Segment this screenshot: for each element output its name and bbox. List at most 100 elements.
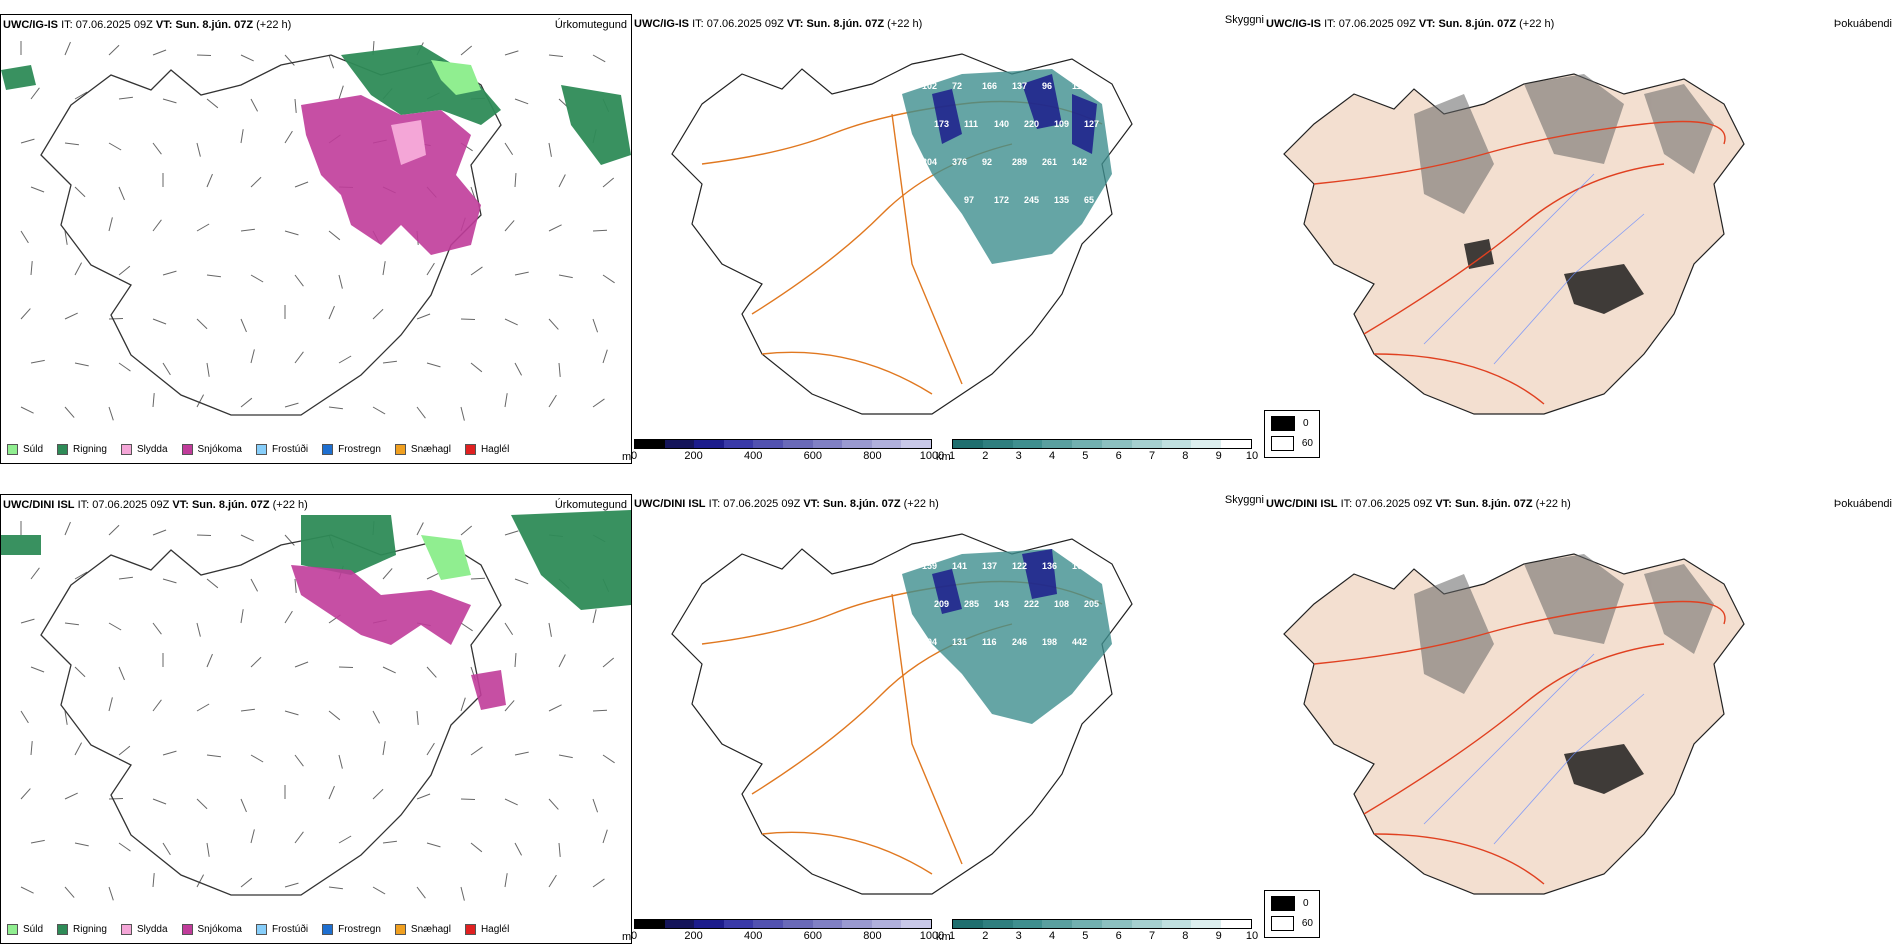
- snow-area: [291, 565, 506, 710]
- wind-barb: [284, 610, 293, 624]
- wind-barb: [64, 521, 71, 536]
- legend-label: Snjókoma: [197, 444, 242, 455]
- wind-barb: [108, 217, 113, 232]
- fog-legend-label: 60: [1301, 438, 1313, 449]
- vis-value-label: 96: [1042, 81, 1052, 91]
- wind-barb: [64, 710, 68, 725]
- vis-value-label: 65: [1084, 195, 1094, 205]
- legend-item: Slydda: [120, 444, 168, 455]
- wind-barb: [548, 622, 552, 637]
- colorbar-cell: [1101, 440, 1132, 448]
- wind-barb: [558, 362, 561, 377]
- wind-barb: [592, 398, 605, 408]
- wind-barb: [372, 406, 386, 415]
- wind-barb: [30, 567, 40, 580]
- wind-barb: [382, 568, 393, 580]
- wind-barb: [30, 666, 45, 673]
- wind-barb: [294, 661, 309, 668]
- wind-barb: [108, 886, 114, 901]
- vis-value-label: 209: [934, 599, 949, 609]
- ceiling-colorbar: 0 200 400 600 800 1000 m: [622, 919, 944, 943]
- it-label: IT:: [1324, 18, 1336, 30]
- wind-barb: [470, 577, 486, 580]
- vis-value-label: 159: [922, 561, 937, 571]
- drizzle-area: [431, 60, 481, 95]
- wind-barb: [602, 657, 615, 668]
- it-label: IT:: [708, 498, 721, 510]
- vis-value-label: 204: [922, 157, 937, 167]
- wind-barb: [240, 318, 247, 333]
- visibility-panel-top: UWC/IG-IS IT: 07.06.2025 09Z VT: Sun. 8.…: [622, 14, 1264, 464]
- wind-barb: [250, 274, 264, 283]
- rivers: [1423, 653, 1645, 845]
- lead-time: (+22 h): [1535, 498, 1571, 510]
- wind-barb: [64, 312, 78, 320]
- wind-barb: [20, 710, 29, 724]
- vis-value-label: 140: [994, 119, 1009, 129]
- wind-barb: [74, 666, 86, 678]
- legend-swatch: [7, 924, 18, 935]
- colorbar-cell: [901, 920, 931, 928]
- fog-panel-bottom: UWC/DINI ISL IT: 07.06.2025 09Z VT: Sun.…: [1264, 494, 1900, 944]
- fog-map: [1283, 73, 1745, 415]
- wind-barb: [240, 877, 253, 888]
- precip-panel-top: UWC/IG-IS IT: 07.06.2025 09Z VT: Sun. 8.…: [0, 14, 632, 464]
- legend-swatch: [394, 924, 406, 935]
- colorbar-cell: [753, 920, 783, 928]
- vis-value-label: 245: [1024, 195, 1039, 205]
- colorbar-tick: 0: [630, 450, 638, 462]
- colorbar-tick: 2: [982, 450, 989, 462]
- wind-barb: [250, 754, 264, 763]
- precip-panel-bottom: UWC/DINI ISL IT: 07.06.2025 09Z VT: Sun.…: [0, 494, 632, 944]
- wind-barb: [74, 362, 89, 367]
- wind-barb: [416, 710, 419, 725]
- colorbar-tick: 400: [744, 450, 763, 462]
- wind-barb: [416, 406, 426, 419]
- wind-barb: [338, 754, 343, 769]
- wind-barb: [426, 666, 437, 678]
- rain-area: [1, 510, 631, 610]
- colorbar-tick: 600: [803, 450, 822, 462]
- vt-value: Sun. 8.jún. 07Z: [1454, 498, 1533, 510]
- panel-header: UWC/IG-IS IT: 07.06.2025 09Z VT: Sun. 8.…: [1266, 18, 1554, 30]
- colorbar-tick: 4: [1048, 930, 1056, 942]
- wind-barb: [592, 609, 597, 624]
- colorbar-cell: [635, 440, 665, 448]
- wind-barb: [592, 878, 605, 888]
- vis-value-label: 72: [952, 81, 962, 91]
- fog-legend-row: 0: [1271, 896, 1313, 911]
- wind-barb: [294, 831, 304, 844]
- iceland-land: [1283, 553, 1745, 895]
- wind-barb: [592, 229, 608, 232]
- legend-swatch: [120, 924, 132, 935]
- legend-label: Rigning: [73, 444, 107, 455]
- wind-barb: [196, 798, 208, 810]
- it-label: IT:: [61, 19, 73, 31]
- visibility-unit: km: [936, 931, 951, 943]
- wind-barb: [20, 138, 35, 144]
- vis-value-labels: 102 72 166 137 96 111 173 111 140 220 109 127 204 376…: [922, 81, 1099, 205]
- colorbar-tick: 200: [684, 930, 703, 942]
- wind-barb: [592, 798, 599, 813]
- wind-barb: [196, 622, 201, 637]
- vis-value-label: 92: [982, 157, 992, 167]
- panel-header: UWC/DINI ISL IT: 07.06.2025 09Z VT: Sun.…: [3, 499, 308, 511]
- vis-value-label: 442: [1072, 637, 1087, 647]
- wind-barb: [240, 708, 255, 712]
- legend-label: Frostregn: [338, 924, 381, 935]
- wind-barb: [64, 230, 68, 245]
- wind-barb: [64, 142, 79, 146]
- wind-barb: [548, 874, 557, 888]
- precip-legend: Súld Rigning Slydda Snjókoma Frostúði Frostre…: [7, 924, 509, 935]
- fog-title: Þokuábendi: [1833, 498, 1892, 510]
- colorbar-tick: 7: [1148, 930, 1156, 942]
- wind-barb: [372, 886, 386, 895]
- wind-barb: [558, 274, 573, 279]
- legend-label: Snæhagl: [410, 924, 451, 935]
- vis-value-label: 137: [982, 561, 997, 571]
- wind-barb: [338, 274, 343, 289]
- wind-barb: [152, 622, 162, 635]
- wind-barb: [20, 308, 31, 320]
- colorbar-cell: [1072, 440, 1102, 448]
- wind-barb: [470, 842, 483, 853]
